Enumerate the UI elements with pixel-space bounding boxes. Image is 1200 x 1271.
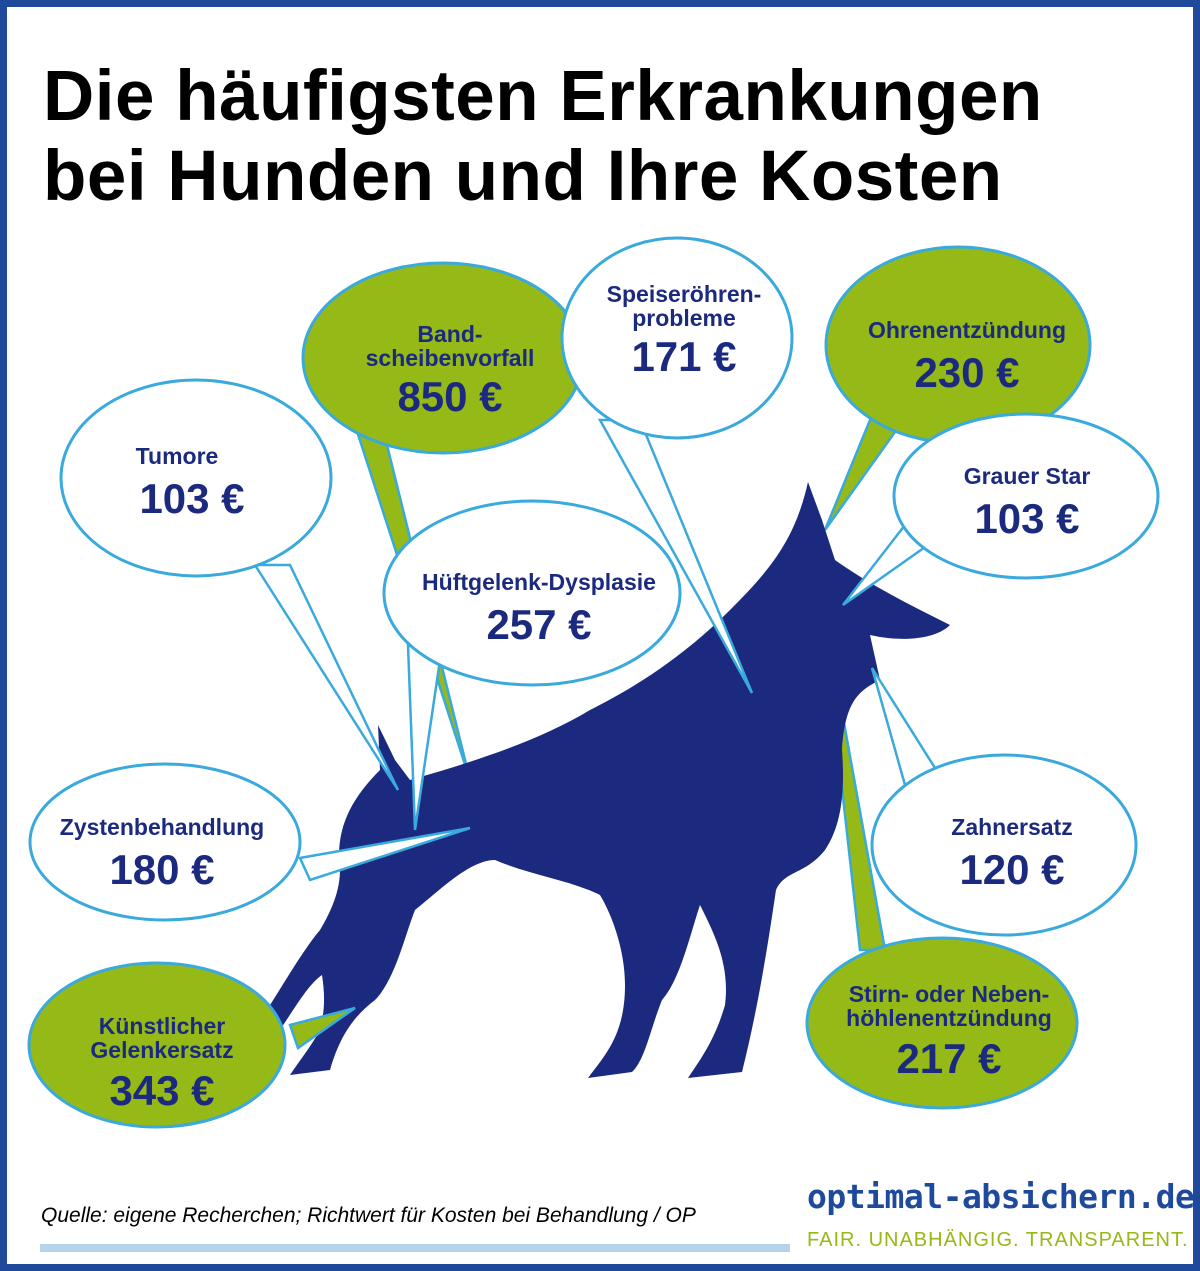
label-stirn-nebenhoehlenentzuendung: Stirn- oder Neben- höhlenentzündung 217 … — [824, 982, 1074, 1084]
brand-logo-text[interactable]: optimal-absichern.de — [807, 1177, 1195, 1216]
bubble-tumore — [59, 378, 333, 578]
bubble-zystenbehandlung — [28, 762, 302, 922]
bubble-name: Künstlicher — [98, 1013, 226, 1039]
bubble-cost: 217 € — [896, 1035, 1002, 1082]
source-divider — [40, 1244, 790, 1252]
bubble-tail-tumore — [252, 563, 400, 791]
bubble-name: Band- — [417, 321, 483, 347]
bubble-cost: 180 € — [109, 846, 215, 893]
title-line-1: Die häufigsten Erkrankungen — [43, 57, 1043, 136]
bubble-name: Gelenkersatz — [90, 1037, 234, 1063]
bubble-name: Grauer Star — [963, 463, 1091, 489]
bubble-cost: 171 € — [631, 333, 737, 380]
bubble-cost: 257 € — [486, 601, 592, 648]
bubble-name: Hüftgelenk-Dysplasie — [422, 569, 656, 595]
brand-tagline: FAIR. UNABHÄNGIG. TRANSPARENT. — [807, 1229, 1189, 1251]
bubble-name: höhlenentzündung — [846, 1005, 1052, 1031]
dog-silhouette — [230, 482, 950, 1080]
label-zahnersatz: Zahnersatz 120 € — [897, 815, 1127, 895]
bubble-name: Zystenbehandlung — [59, 814, 265, 840]
title-line-2: bei Hunden und Ihre Kosten — [43, 137, 1003, 216]
label-kuenstlicher-gelenkersatz: Künstlicher Gelenkersatz 343 € — [52, 1014, 272, 1116]
label-bandscheibenvorfall: Band- scheibenvorfall 850 € — [320, 322, 580, 422]
label-zystenbehandlung: Zystenbehandlung 180 € — [47, 815, 277, 895]
bubble-hueftgelenk-dysplasie — [382, 499, 682, 687]
label-tumore: Tumore 103 € — [67, 444, 287, 524]
bubble-speiseroehrenprobleme — [560, 236, 794, 440]
bubble-kuenstlicher-gelenkersatz — [27, 961, 287, 1129]
bubble-cost: 103 € — [139, 475, 245, 522]
bubble-tail-zystenbehandlung — [298, 826, 471, 882]
bubble-cost: 103 € — [974, 495, 1080, 542]
label-ohrenentzuendung: Ohrenentzündung 230 € — [837, 318, 1097, 398]
bubble-name: Stirn- oder Neben- — [848, 981, 1050, 1007]
source-note: Quelle: eigene Recherchen; Richtwert für… — [41, 1204, 696, 1227]
bubble-name: Tumore — [135, 443, 219, 469]
label-grauer-star: Grauer Star 103 € — [912, 464, 1142, 544]
bubble-zahnersatz — [870, 753, 1138, 937]
bubble-cost: 850 € — [397, 373, 503, 420]
bubble-name: scheibenvorfall — [365, 345, 535, 371]
bubble-tail-zahnersatz — [870, 667, 937, 787]
bubble-tail-kuenstlicher-gelenkersatz — [288, 1006, 356, 1050]
bubble-name: probleme — [632, 305, 736, 331]
bubble-cost: 120 € — [959, 846, 1065, 893]
dog-illustration — [27, 236, 1160, 1129]
bubble-grauer-star — [892, 412, 1160, 580]
bubble-tail-ohrenentzuendung — [823, 418, 903, 531]
bubble-name: Ohrenentzündung — [867, 317, 1067, 343]
bubble-cost: 230 € — [914, 349, 1020, 396]
bubble-name: Zahnersatz — [951, 814, 1073, 840]
bubble-name: Speiseröhren- — [606, 281, 762, 307]
bubble-stirn-nebenhoehlenentzuendung — [805, 936, 1079, 1110]
label-hueftgelenk-dysplasie: Hüftgelenk-Dysplasie 257 € — [399, 570, 679, 650]
label-speiseroehrenprobleme: Speiseröhren- probleme 171 € — [564, 282, 804, 382]
page-title: Die häufigsten Erkrankungen bei Hunden u… — [43, 57, 1183, 217]
bubble-cost: 343 € — [109, 1067, 215, 1114]
